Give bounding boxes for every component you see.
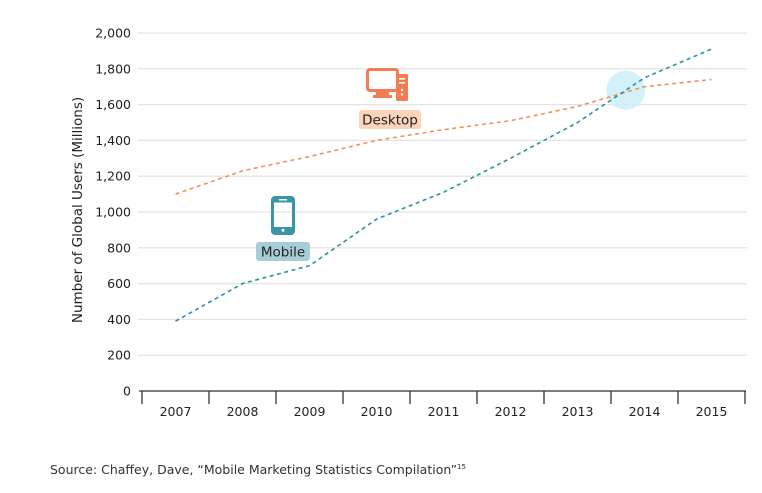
mobile-series-line <box>175 48 712 322</box>
x-tick-label: 2010 <box>361 404 393 419</box>
y-axis-ticks: 0 200 400 600 800 1,000 1,200 1,400 1,600 1,800 2,… <box>95 26 131 399</box>
y-tick-label: 1,400 <box>95 133 131 148</box>
x-tick-label: 2009 <box>294 404 326 419</box>
x-tick-label: 2013 <box>562 404 594 419</box>
x-tick-label: 2015 <box>696 404 728 419</box>
mobile-label-bg <box>256 242 310 261</box>
y-tick-label: 800 <box>107 240 131 255</box>
series-lines <box>175 48 712 322</box>
x-tick-label: 2011 <box>428 404 460 419</box>
desktop-computer-icon <box>366 68 408 101</box>
x-tick-label: 2008 <box>227 404 259 419</box>
y-tick-label: 200 <box>107 348 131 363</box>
y-tick-label: 0 <box>123 384 131 399</box>
y-tick-label: 400 <box>107 312 131 327</box>
desktop-label: Desktop <box>362 113 418 129</box>
x-axis: 2007 2008 2009 2010 2011 2012 2013 2014 2015 <box>139 390 746 419</box>
gridlines <box>138 32 747 356</box>
x-tick-label: 2007 <box>160 404 192 419</box>
y-axis-title: Number of Global Users (Millions) <box>70 97 86 323</box>
y-tick-label: 600 <box>107 276 131 291</box>
crossover-highlight-circle <box>606 70 646 110</box>
source-citation: Source: Chaffey, Dave, “Mobile Marketing… <box>50 462 466 477</box>
desktop-label-bg <box>359 110 421 129</box>
y-tick-label: 1,800 <box>95 61 131 76</box>
crossover-highlight <box>606 70 646 110</box>
y-tick-label: 2,000 <box>95 26 131 41</box>
y-tick-label: 1,600 <box>95 97 131 112</box>
source-text: Source: Chaffey, Dave, “Mobile Marketing… <box>50 462 458 477</box>
x-tick-label: 2014 <box>629 404 661 419</box>
x-tick-label: 2012 <box>495 404 527 419</box>
desktop-annotation: Desktop <box>359 68 421 129</box>
y-tick-label: 1,000 <box>95 205 131 220</box>
mobile-label: Mobile <box>261 245 305 261</box>
mobile-annotation: Mobile <box>256 196 310 261</box>
y-tick-label: 1,200 <box>95 169 131 184</box>
mobile-phone-icon <box>271 196 295 235</box>
footnote-marker: 15 <box>457 462 466 471</box>
